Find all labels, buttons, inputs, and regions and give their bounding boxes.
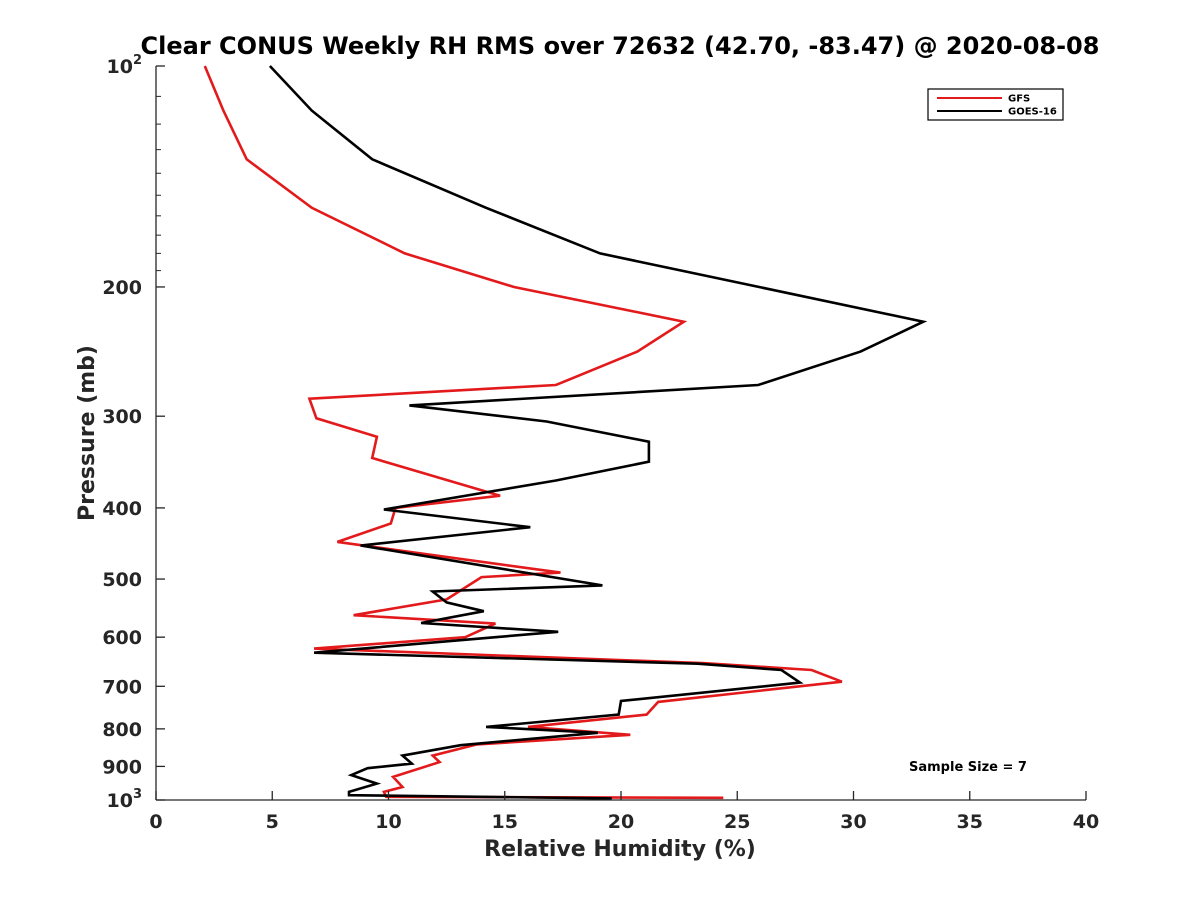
- legend-label-gfs: GFS: [1008, 94, 1030, 105]
- x-tick-label: 30: [840, 811, 866, 833]
- x-tick-label: 15: [492, 811, 518, 833]
- series-line-gfs: [203, 65, 843, 800]
- x-tick-label: 10: [375, 811, 401, 833]
- legend: GFS GOES-16: [927, 88, 1064, 121]
- x-tick-label: 40: [1073, 811, 1099, 833]
- x-tick-label: 5: [266, 811, 279, 833]
- y-tick-label: 200: [102, 277, 142, 299]
- y-tick-label: 700: [102, 676, 142, 698]
- y-axis-label: Pressure (mb): [75, 345, 100, 521]
- y-tick-label: 103: [107, 787, 143, 812]
- legend-label-goes-16: GOES-16: [1008, 107, 1057, 118]
- series-line-goes-16: [268, 65, 928, 800]
- y-tick-label: 800: [102, 719, 142, 741]
- x-tick-label: 25: [724, 811, 750, 833]
- y-tick-label: 300: [102, 406, 142, 428]
- sample-size-annotation: Sample Size = 7: [909, 760, 1027, 775]
- y-tick-label: 900: [102, 756, 142, 778]
- legend-box: [927, 88, 1064, 121]
- y-tick-label: 400: [102, 498, 142, 520]
- series-group: [203, 65, 928, 800]
- x-tick-label: 0: [149, 811, 162, 833]
- plot-area: [156, 66, 1086, 800]
- axes-group: [155, 65, 1087, 801]
- x-tick-label: 35: [957, 811, 983, 833]
- y-tick-label: 102: [107, 53, 143, 78]
- y-tick-label: 500: [102, 569, 142, 591]
- tick-labels: 0 5 10 15 20 25 30 35 40 102 200 300 400 500 600 700 800…: [102, 53, 1099, 833]
- x-axis-label: Relative Humidity (%): [484, 837, 756, 862]
- y-tick-label: 600: [102, 627, 142, 649]
- x-tick-label: 20: [608, 811, 634, 833]
- chart-title: Clear CONUS Weekly RH RMS over 72632 (42…: [141, 32, 1100, 60]
